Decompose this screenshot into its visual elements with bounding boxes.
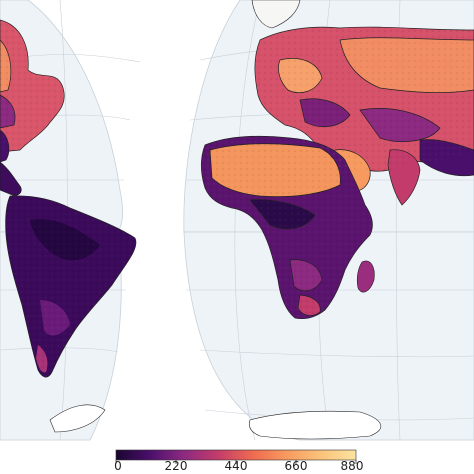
antarctica-fragment-west (49, 404, 106, 433)
antarctica-fragment-east (249, 410, 382, 440)
texture-overlay (0, 20, 474, 378)
colorbar-tick-label-220: 220 (164, 459, 188, 473)
central-america (0, 161, 22, 196)
madagascar (356, 260, 375, 293)
greenland (251, 0, 301, 29)
colorbar-tick-label-0: 0 (114, 459, 122, 473)
colorbar-tick-label-440: 440 (224, 459, 248, 473)
colorbar-tick-label-660: 660 (284, 459, 308, 473)
colorbar-tick-label-880: 880 (340, 459, 364, 473)
ocean-lobe-americas-north (0, 0, 124, 233)
colorbar (115, 449, 357, 464)
ocean-lobe-africa-south (183, 231, 474, 441)
